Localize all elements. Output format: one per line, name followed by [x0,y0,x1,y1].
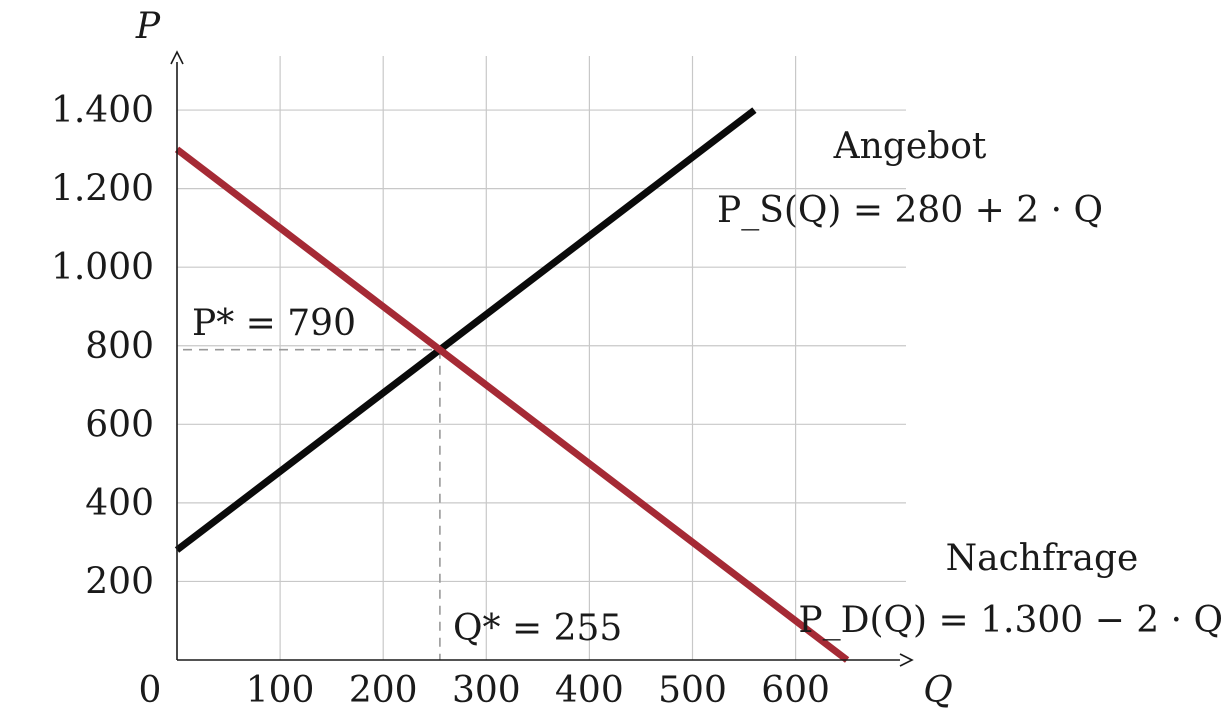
y-axis-arrow [170,50,184,65]
supply-line [174,107,757,553]
x-axis-label: Q [923,670,953,711]
x-tick-label: 500 [658,670,727,711]
y-tick-label: 1.000 [51,247,154,288]
y-tick-label: 1.400 [51,90,154,131]
equilibrium-price-label: P* = 790 [192,303,356,344]
y-axis-label: P [135,6,161,47]
curves [174,107,850,663]
x-tick-label: 600 [761,670,830,711]
y-tick-label: 200 [85,561,154,602]
demand-formula-label: P_D(Q) = 1.300 − 2 · Q [798,600,1223,641]
axes [170,50,914,667]
supply-name-label: Angebot [833,126,987,167]
demand-name-label: Nachfrage [946,538,1139,579]
equilibrium-quantity-label: Q* = 255 [453,608,622,649]
y-tick-label: 800 [85,326,154,367]
y-tick-label: 1.200 [51,169,154,210]
x-tick-label: 200 [349,670,418,711]
y-tick-label: 400 [85,483,154,524]
y-tick-label: 600 [85,404,154,445]
x-tick-label: 400 [555,670,624,711]
grid [177,56,906,660]
x-tick-label: 100 [246,670,315,711]
origin-label: 0 [139,670,162,711]
x-axis-arrow [899,653,914,667]
demand-line [174,146,850,663]
tick-labels: 100 200 300 400 500 600 200 400 600 800 1.000 1.200… [51,90,830,711]
x-tick-label: 300 [452,670,521,711]
equilibrium-guides [183,348,441,660]
supply-formula-label: P_S(Q) = 280 + 2 · Q [717,190,1103,231]
